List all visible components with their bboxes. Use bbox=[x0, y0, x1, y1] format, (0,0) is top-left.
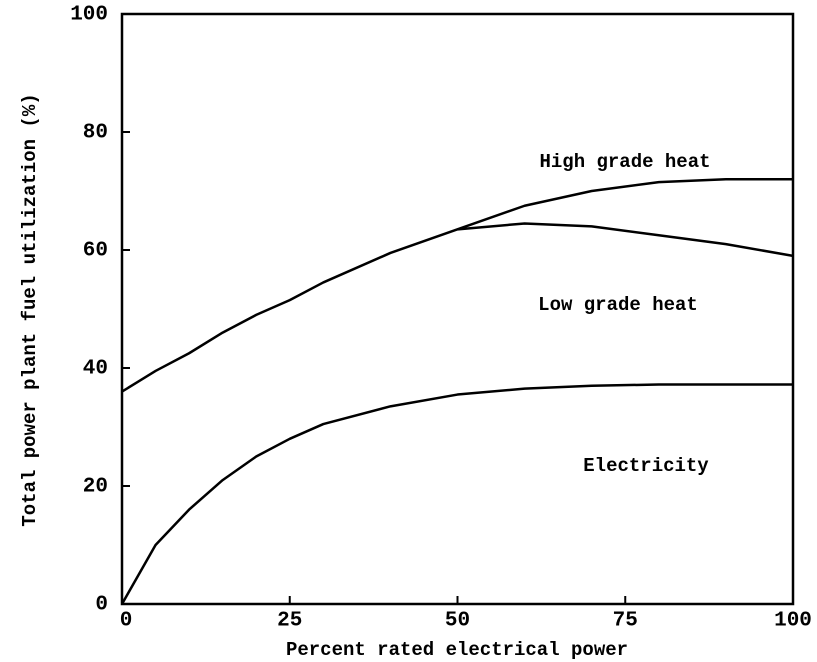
series-line bbox=[120, 383, 793, 605]
x-axis-label: Percent rated electrical power bbox=[286, 639, 628, 661]
y-tick-label: 20 bbox=[83, 476, 108, 499]
x-tick-label: 0 bbox=[120, 610, 133, 633]
y-axis-label: Total power plant fuel utilization (%) bbox=[19, 93, 41, 526]
series-line bbox=[457, 177, 793, 231]
y-tick-label: 80 bbox=[83, 122, 108, 145]
y-tick-label: 40 bbox=[83, 358, 108, 381]
y-tick-label: 100 bbox=[70, 4, 108, 27]
series-line bbox=[121, 222, 794, 393]
y-tick-label: 60 bbox=[83, 240, 108, 263]
region-label: High grade heat bbox=[539, 151, 710, 173]
x-tick-label: 75 bbox=[613, 610, 638, 633]
x-tick-label: 50 bbox=[445, 610, 470, 633]
region-label: Low grade heat bbox=[538, 294, 698, 316]
x-tick-label: 100 bbox=[774, 610, 812, 633]
region-label: Electricity bbox=[583, 455, 709, 477]
x-tick-label: 25 bbox=[277, 610, 302, 633]
y-tick-label: 0 bbox=[95, 594, 108, 617]
